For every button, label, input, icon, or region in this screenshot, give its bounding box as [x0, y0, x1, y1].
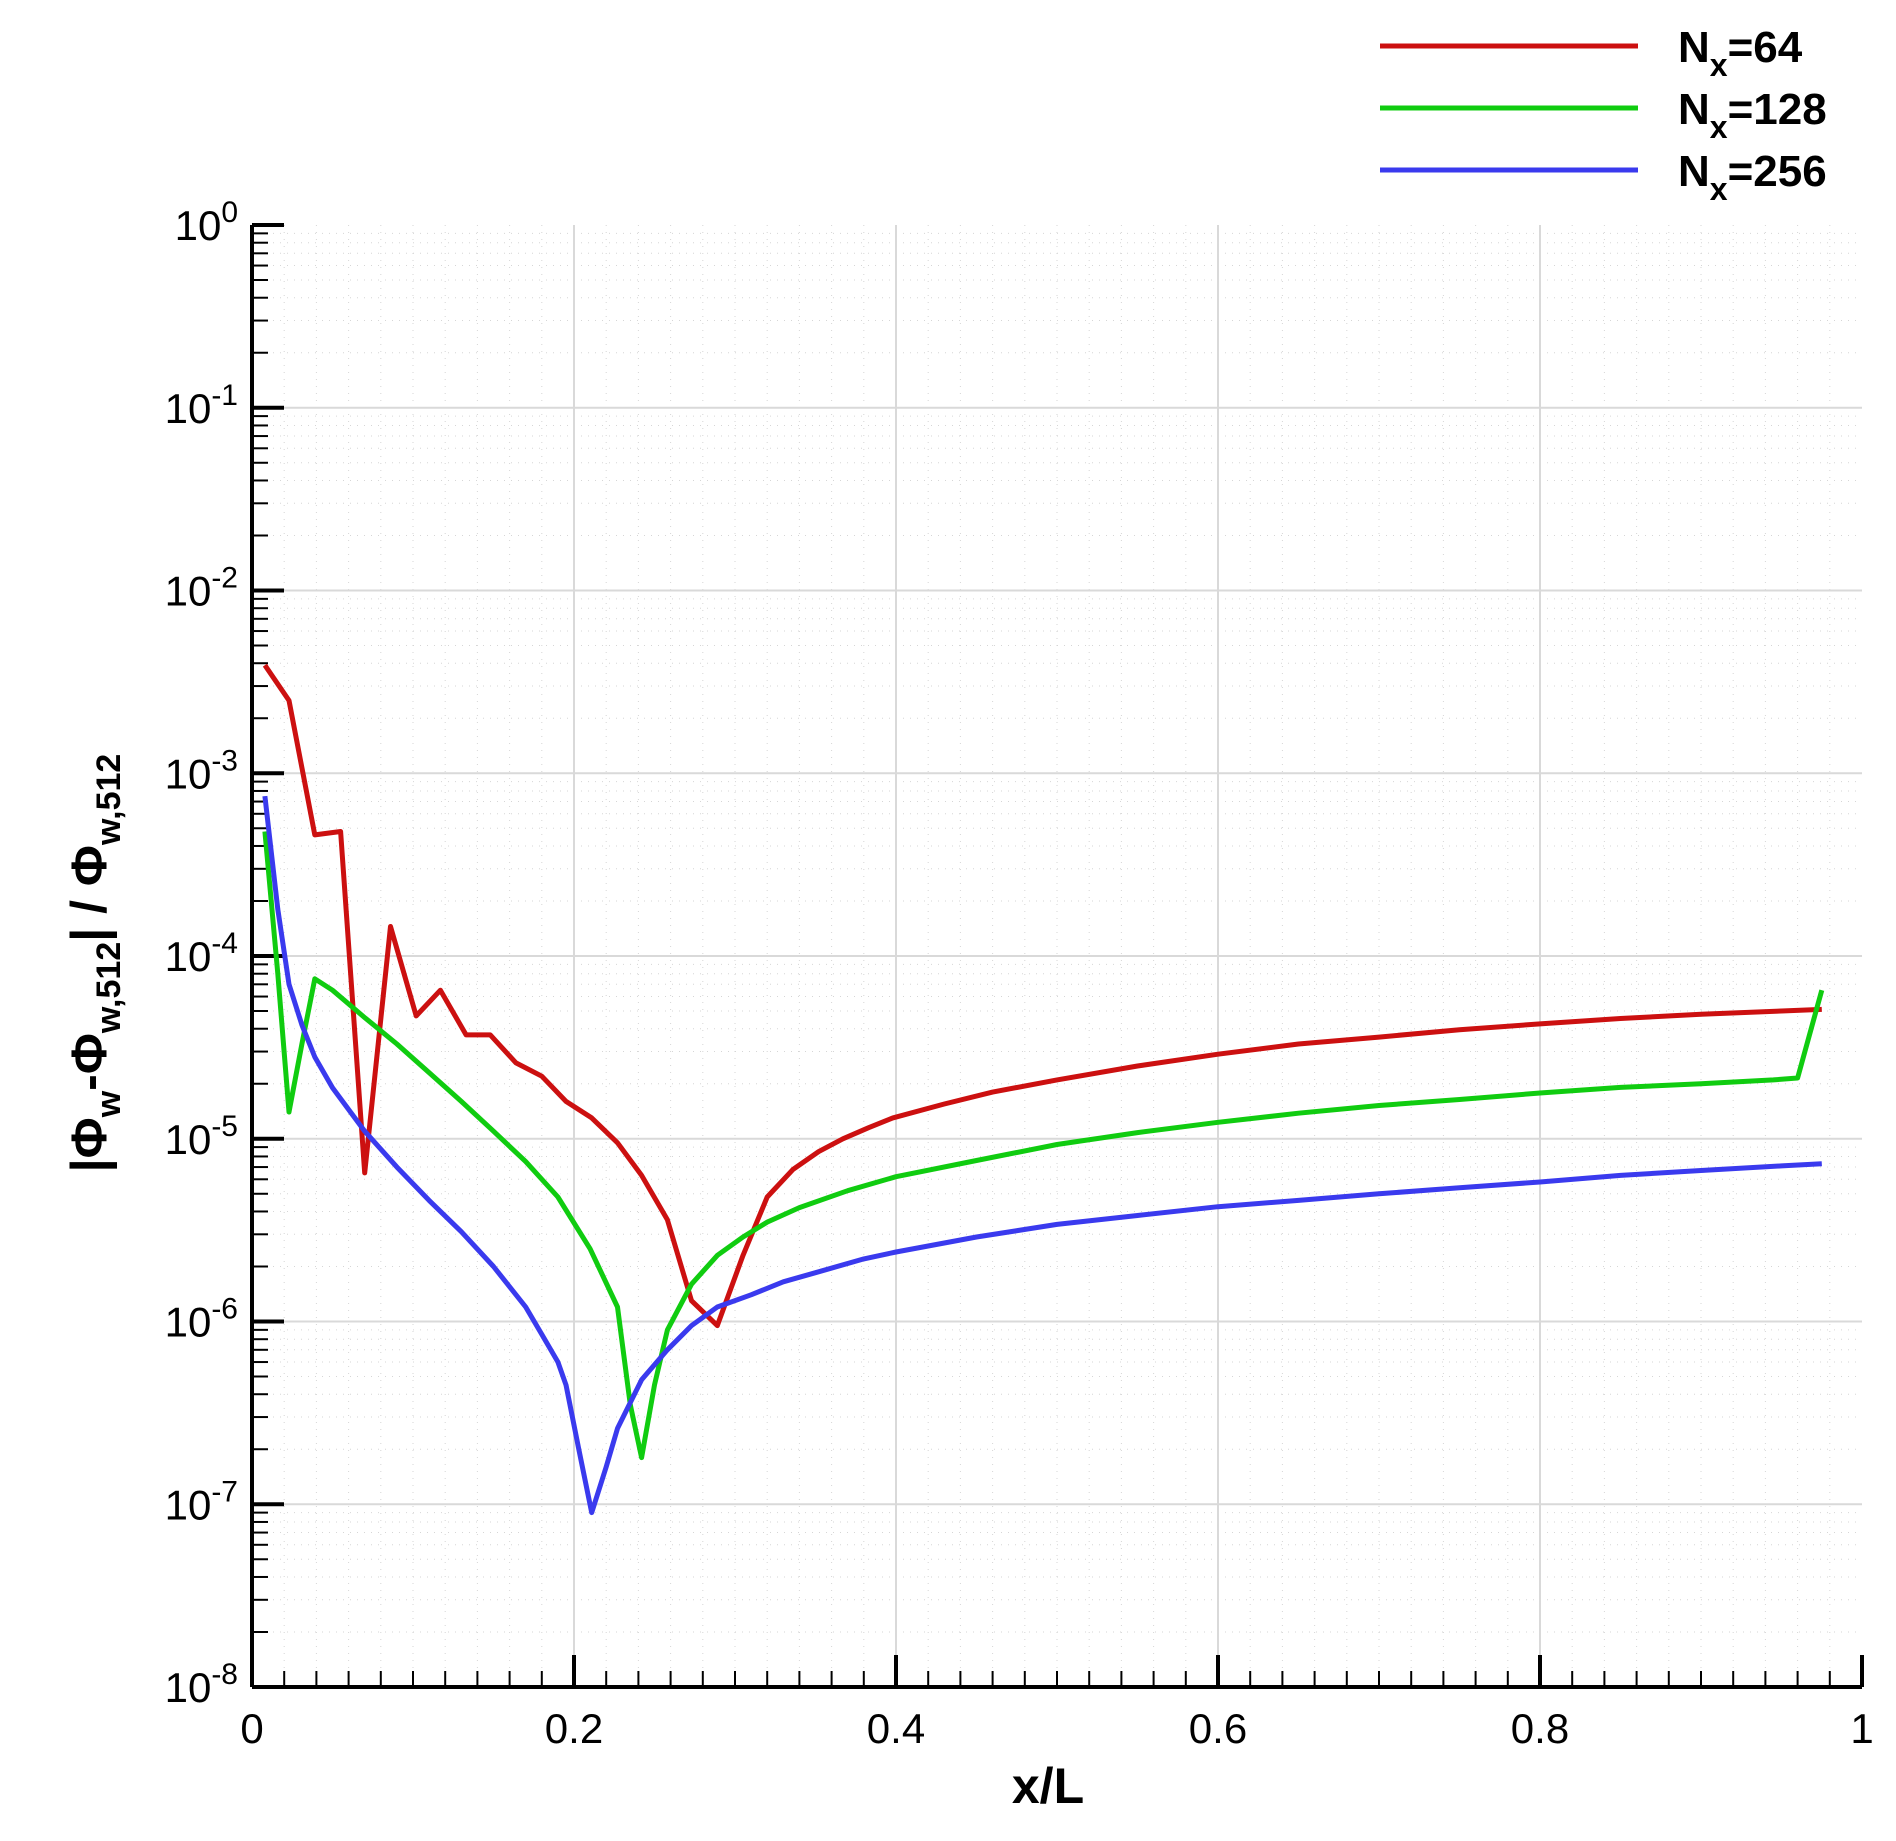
y-tick-label: 10-2	[165, 562, 238, 615]
y-tick-label: 100	[175, 196, 238, 249]
x-tick-label: 0.4	[867, 1705, 925, 1752]
y-tick-label: 10-4	[165, 927, 238, 980]
x-tick-label: 0.6	[1189, 1705, 1247, 1752]
y-tick-label: 10-6	[165, 1293, 238, 1346]
legend-label: Nx=128	[1678, 85, 1827, 145]
x-tick-label: 0.2	[545, 1705, 603, 1752]
series-lines	[262, 663, 1825, 1516]
legend-label: Nx=256	[1678, 147, 1827, 207]
x-tick-label: 0.8	[1511, 1705, 1569, 1752]
y-axis-title: |Φw-Φw,512| / Φw,512	[61, 754, 128, 1173]
series-line	[262, 831, 1825, 1461]
y-tick-label: 10-8	[165, 1658, 238, 1711]
y-tick-labels: 100 10-1 10-2 10-3 10-4 10-5 10-6 10-7 10-8	[165, 196, 238, 1711]
x-tick-labels: 0 0.2 0.4 0.6 0.8 1	[240, 1705, 1873, 1752]
series-line	[262, 663, 1822, 1329]
y-tick-label: 10-5	[165, 1110, 238, 1163]
x-axis-title: x/L	[1012, 1758, 1084, 1814]
series-line	[262, 795, 1822, 1516]
tick-marks	[250, 223, 1864, 1689]
y-tick-label: 10-3	[165, 744, 238, 797]
x-tick-label: 1	[1850, 1705, 1873, 1752]
grid-lines	[252, 225, 1862, 1687]
x-tick-label: 0	[240, 1705, 263, 1752]
legend-label: Nx=64	[1678, 23, 1803, 83]
y-tick-label: 10-1	[165, 379, 238, 432]
y-tick-label: 10-7	[165, 1475, 238, 1528]
